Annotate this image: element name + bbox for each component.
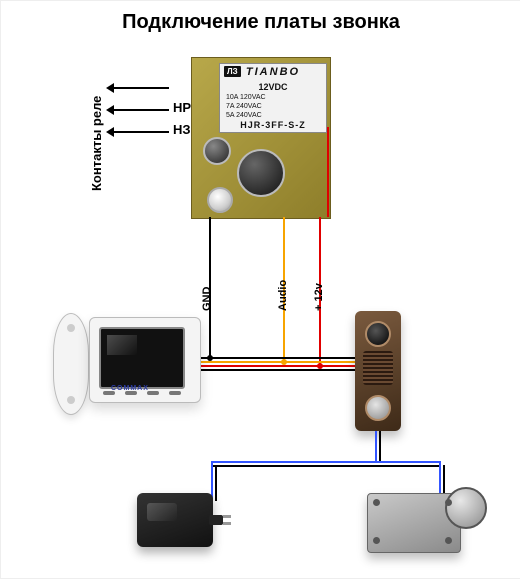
handset xyxy=(53,313,89,415)
junction-gnd xyxy=(207,355,213,361)
arrow-common xyxy=(109,87,169,89)
bus-3 xyxy=(199,365,355,367)
label-nc: НЗ xyxy=(173,122,191,137)
door-camera xyxy=(365,321,391,347)
lock-cylinder xyxy=(445,487,487,529)
wire-door-down-2 xyxy=(379,431,381,461)
wire-door-down-1 xyxy=(375,431,377,461)
psu-prong-1 xyxy=(223,515,231,518)
bus-2 xyxy=(199,361,355,363)
wire-psu-2 xyxy=(215,465,217,501)
junction-audio xyxy=(281,359,287,365)
bus-1 xyxy=(199,357,355,359)
door-speaker-grill xyxy=(363,351,393,385)
label-gnd: GND xyxy=(201,287,213,311)
label-no: НР xyxy=(173,100,191,115)
relay-spec1: 10A 120VAC xyxy=(226,94,266,101)
psu-plug xyxy=(209,515,223,525)
lock-screw-1 xyxy=(373,499,380,506)
electric-lock xyxy=(367,487,487,557)
pcb-led xyxy=(207,187,233,213)
lower-bus-2 xyxy=(213,465,441,467)
arrow-no xyxy=(109,109,169,111)
monitor-buttons xyxy=(103,391,181,397)
lock-screw-4 xyxy=(445,537,452,544)
relay-spec2: 7A 240VAC xyxy=(226,103,262,110)
monitor-screen xyxy=(99,327,185,389)
door-call-button xyxy=(365,395,391,421)
wire-12v-inner xyxy=(327,127,329,217)
video-monitor: COMMAX xyxy=(53,317,203,417)
relay-component: ЛЗ TIANBO 12VDC 10A 120VAC 7A 240VAC 5A … xyxy=(219,63,327,133)
arrow-nc xyxy=(109,131,169,133)
bus-4 xyxy=(199,369,355,371)
label-audio: Audio xyxy=(277,280,289,311)
psu-prong-2 xyxy=(223,522,231,525)
relay-part: HJR-3FF-S-Z xyxy=(220,120,326,130)
diagram-canvas: Подключение платы звонка Контакты реле Н… xyxy=(0,0,520,579)
power-supply xyxy=(137,493,213,547)
capacitor-large xyxy=(237,149,285,197)
relay-spec3: 5A 240VAC xyxy=(226,112,262,119)
lower-bus-1 xyxy=(213,461,441,463)
relay-brand: TIANBO xyxy=(220,66,326,78)
relay-volts: 12VDC xyxy=(220,82,326,92)
diagram-title: Подключение платы звонка xyxy=(1,11,520,34)
lock-screw-3 xyxy=(445,499,452,506)
capacitor-small xyxy=(203,137,231,165)
lock-screw-2 xyxy=(373,537,380,544)
junction-12v xyxy=(317,363,323,369)
door-call-panel xyxy=(355,311,401,431)
label-12v: + 12v xyxy=(313,283,325,311)
